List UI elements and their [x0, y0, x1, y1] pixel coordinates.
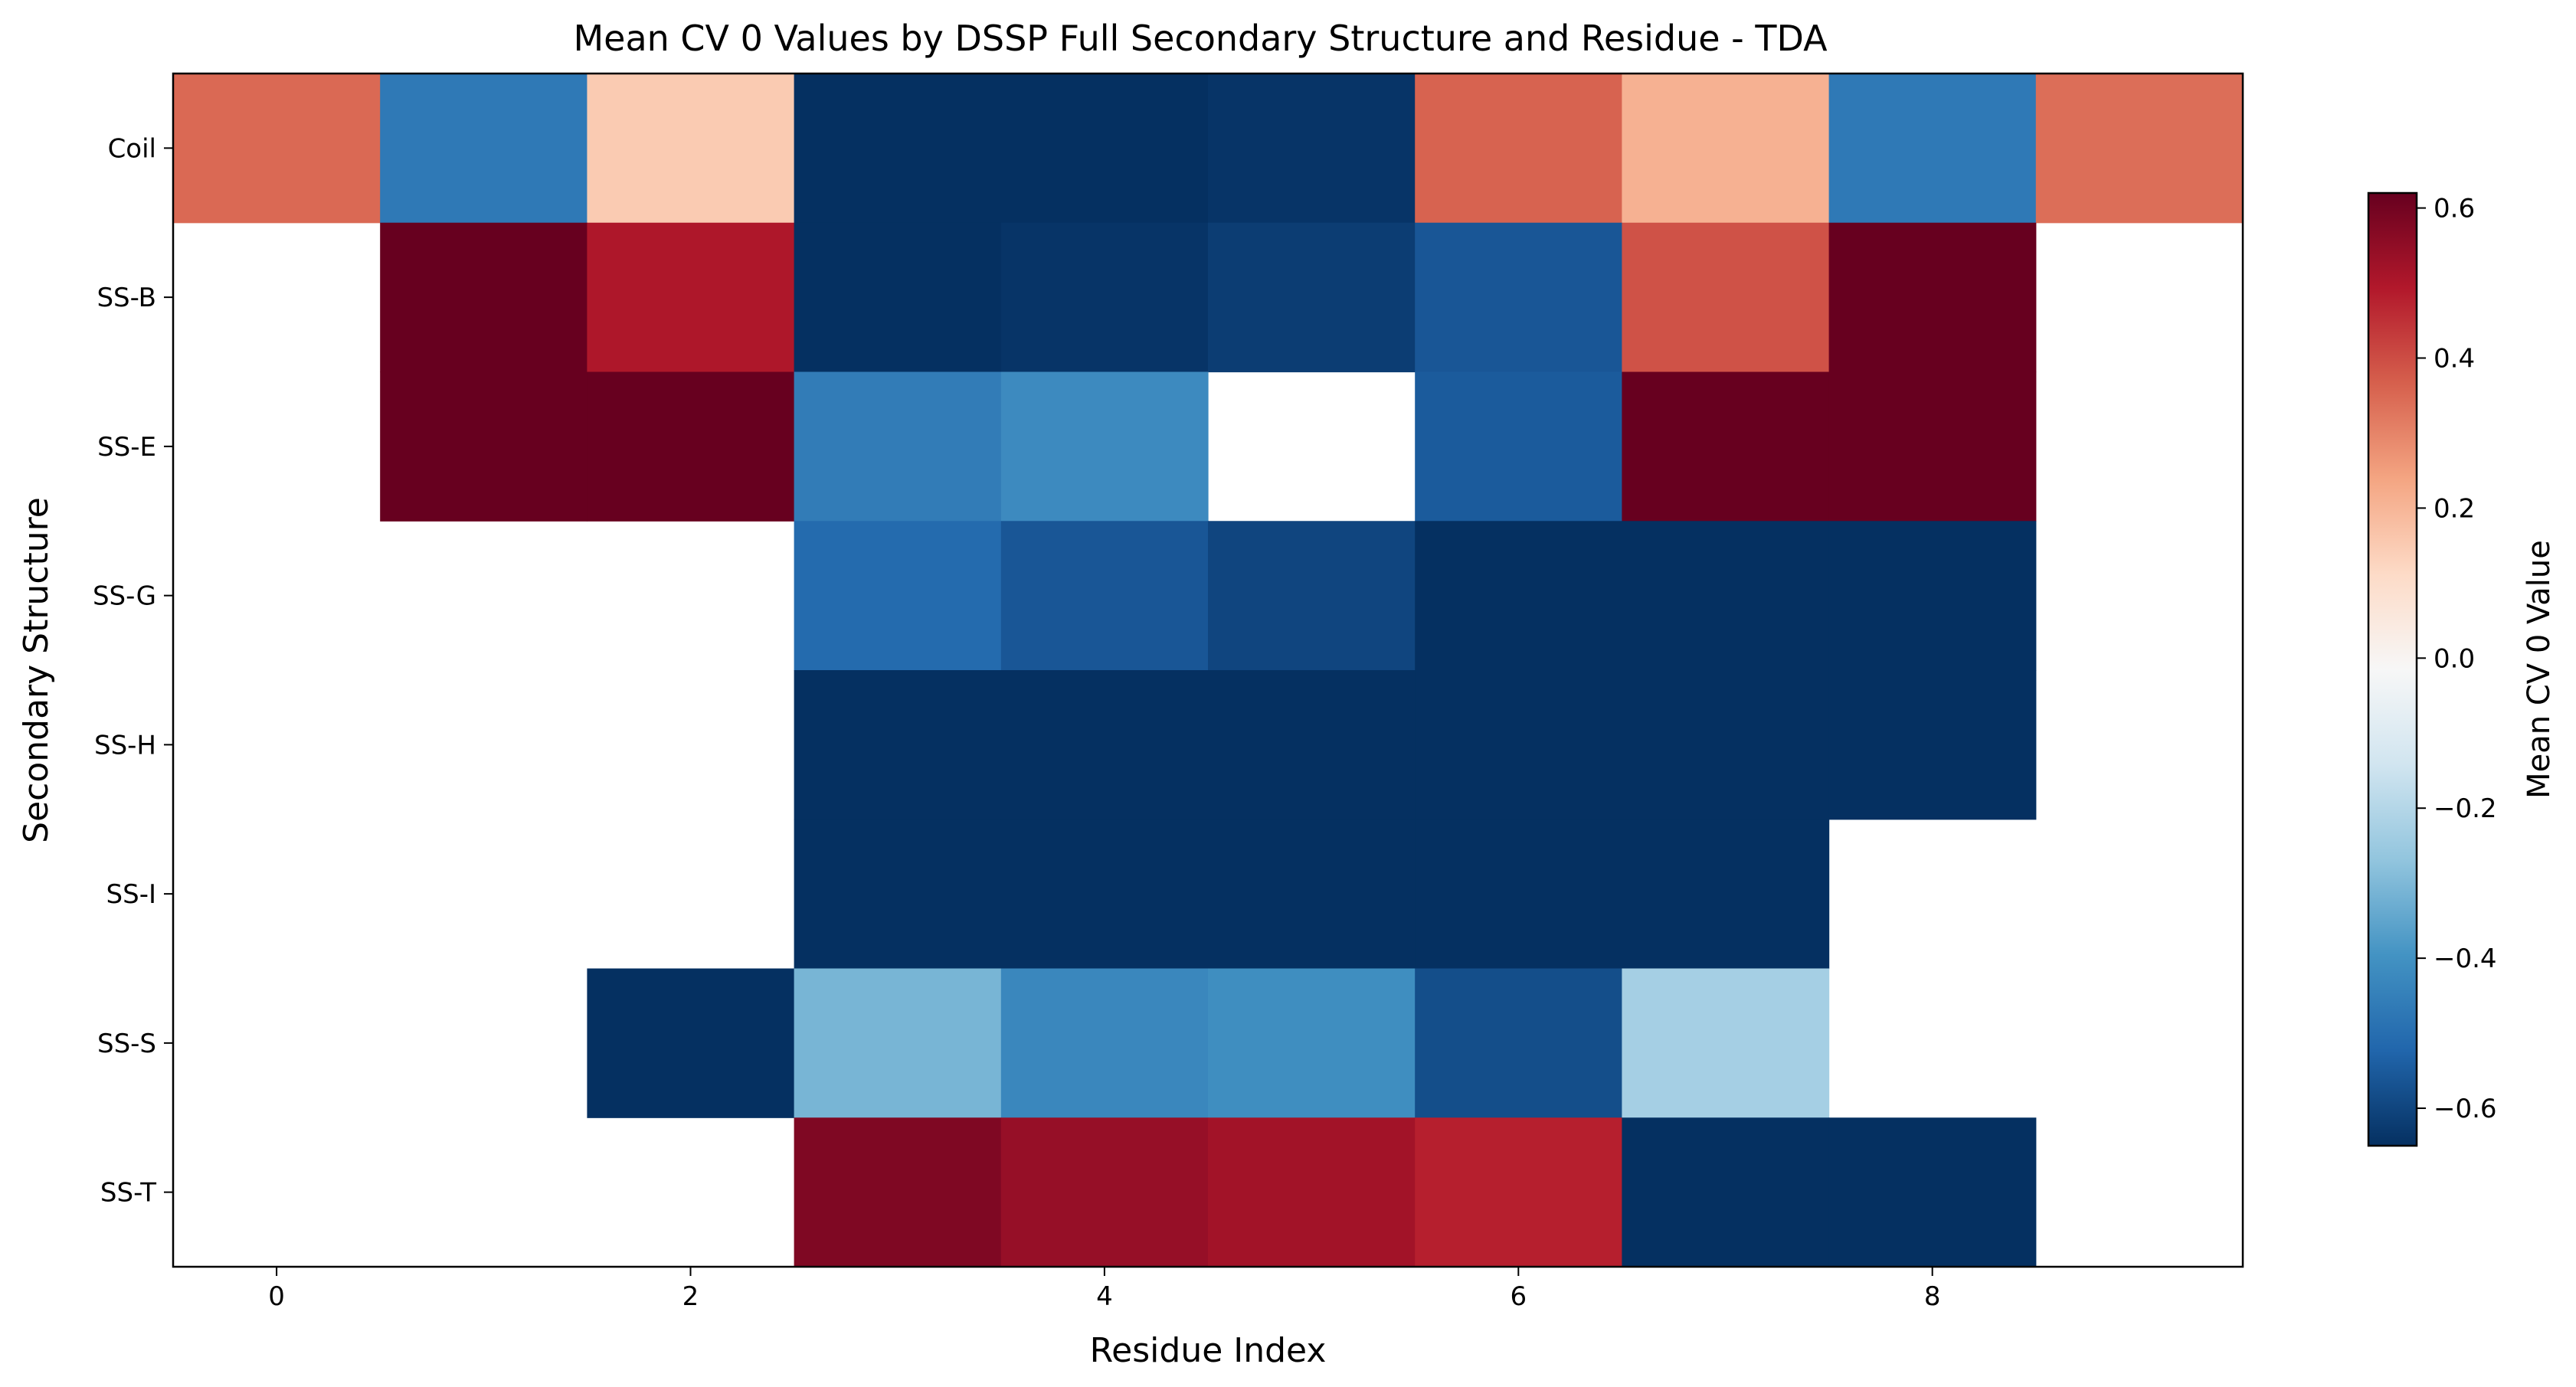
- plot-frame: [172, 72, 2244, 1268]
- chart-title: Mean CV 0 Values by DSSP Full Secondary …: [573, 18, 1828, 59]
- heatmap-cell: [1415, 222, 1622, 373]
- heatmap-cell: [1000, 670, 1209, 820]
- y-tick-label: Coil: [108, 133, 156, 164]
- heatmap-cell: [587, 222, 795, 373]
- heatmap-cell: [380, 371, 588, 522]
- colorbar: [2367, 191, 2418, 1147]
- heatmap-cell: [1208, 74, 1416, 224]
- heatmap-cell: [1000, 521, 1209, 671]
- heatmap-cell: [1415, 670, 1622, 820]
- colorbar-tick-label: −0.2: [2434, 793, 2497, 824]
- heatmap-cell: [1828, 222, 2037, 373]
- heatmap-cell: [1828, 371, 2037, 522]
- x-tick-label: 2: [682, 1281, 699, 1312]
- heatmap-cell: [1622, 521, 1830, 671]
- heatmap-cell: [1622, 670, 1830, 820]
- x-axis-ticks: 0 2 4 6 8: [268, 1267, 1941, 1312]
- y-tick-label: SS-S: [97, 1029, 156, 1059]
- heatmap-cell: [794, 1117, 1002, 1268]
- heatmap-cell: [1208, 1117, 1416, 1268]
- colorbar-label: Mean CV 0 Value: [2522, 540, 2557, 799]
- heatmap-cell: [1828, 521, 2037, 671]
- heatmap-cell: [1000, 1117, 1209, 1268]
- heatmap-cell: [1828, 74, 2037, 224]
- heatmap-cell: [2035, 74, 2244, 224]
- heatmap-cell: [587, 968, 795, 1118]
- heatmap-cell: [380, 74, 588, 224]
- heatmap-cell: [1622, 371, 1830, 522]
- x-tick-label: 8: [1924, 1281, 1941, 1312]
- heatmap-cell: [1415, 74, 1622, 224]
- heatmap-cell: [794, 74, 1002, 224]
- heatmap-cell: [1622, 1117, 1830, 1268]
- heatmap-cell: [587, 74, 795, 224]
- heatmap-cell: [1208, 521, 1416, 671]
- y-tick-label: SS-I: [106, 879, 156, 910]
- heatmap-cell: [1828, 670, 2037, 820]
- heatmap-cell: [794, 819, 1002, 970]
- heatmap-cell: [1208, 222, 1416, 373]
- heatmap-cell: [1000, 371, 1209, 522]
- heatmap-cells: [173, 74, 2244, 1268]
- heatmap-cell: [1622, 819, 1830, 970]
- heatmap-cell: [1415, 968, 1622, 1118]
- heatmap-cell: [1622, 74, 1830, 224]
- heatmap-cell: [380, 222, 588, 373]
- heatmap-cell: [1415, 819, 1622, 970]
- heatmap-cell: [1208, 670, 1416, 820]
- heatmap-cell: [794, 521, 1002, 671]
- heatmap-cell: [1208, 968, 1416, 1118]
- colorbar-tick-label: 0.0: [2434, 643, 2475, 674]
- heatmap-cell: [1415, 1117, 1622, 1268]
- heatmap-cell: [1000, 222, 1209, 373]
- heatmap-cell: [173, 74, 381, 224]
- heatmap-cell: [1415, 521, 1622, 671]
- x-tick-label: 4: [1096, 1281, 1113, 1312]
- x-tick-label: 0: [268, 1281, 285, 1312]
- colorbar-ticks: −0.6 −0.4 −0.2 0.0 0.2 0.4 0.6: [2417, 194, 2497, 1124]
- y-tick-label: SS-G: [93, 581, 156, 612]
- heatmap-cell: [1208, 819, 1416, 970]
- heatmap-cell: [1622, 968, 1830, 1118]
- heatmap-cell: [794, 968, 1002, 1118]
- y-tick-label: SS-T: [100, 1178, 156, 1209]
- x-axis-label: Residue Index: [1090, 1331, 1327, 1370]
- heatmap-cell: [794, 670, 1002, 820]
- y-axis-label: Secondary Structure: [17, 497, 56, 843]
- heatmap-cell: [587, 371, 795, 522]
- x-tick-label: 6: [1510, 1281, 1527, 1312]
- colorbar-tick-label: 0.2: [2434, 493, 2475, 524]
- y-tick-label: SS-H: [94, 730, 156, 761]
- colorbar-tick-label: −0.4: [2434, 944, 2497, 974]
- heatmap-cell: [794, 371, 1002, 522]
- y-tick-label: SS-E: [97, 432, 156, 463]
- y-tick-label: SS-B: [97, 283, 156, 313]
- heatmap-cell: [1000, 819, 1209, 970]
- colorbar-tick-label: 0.4: [2434, 343, 2475, 374]
- heatmap-cell: [1415, 371, 1622, 522]
- colorbar-tick-label: 0.6: [2434, 194, 2475, 224]
- heatmap-cell: [1000, 968, 1209, 1118]
- heatmap-cell: [1622, 222, 1830, 373]
- colorbar-tick-label: −0.6: [2434, 1094, 2497, 1124]
- y-axis-ticks: Coil SS-B SS-E SS-G SS-H SS-I SS-S SS-T: [93, 133, 173, 1209]
- heatmap-cell: [1000, 74, 1209, 224]
- heatmap-cell: [794, 222, 1002, 373]
- heatmap-cell: [1828, 1117, 2037, 1268]
